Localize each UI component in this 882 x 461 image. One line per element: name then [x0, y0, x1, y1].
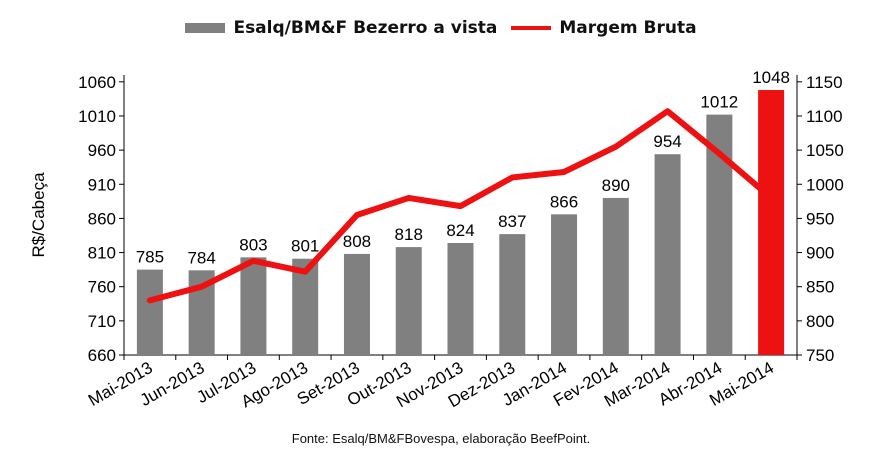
- bar-data-label: 785: [136, 248, 164, 267]
- y-tick-label: 810: [88, 244, 116, 263]
- bar-data-label: 784: [187, 248, 215, 267]
- y-tick-label: 710: [88, 312, 116, 331]
- legend-label-margem: Margem Bruta: [559, 18, 697, 38]
- y2-tick-label: 1050: [806, 141, 844, 160]
- bar-data-label: 824: [446, 221, 474, 240]
- bar: [602, 197, 629, 355]
- bar-data-label: 954: [653, 132, 681, 151]
- y2-tick-label: 750: [806, 346, 834, 365]
- bar: [654, 154, 681, 355]
- bar-data-label: 866: [550, 192, 578, 211]
- y2-tick-label: 1100: [806, 107, 843, 126]
- y-tick-label: 760: [88, 278, 116, 297]
- bar: [240, 257, 267, 355]
- bar: [447, 243, 474, 355]
- bar-data-label: 818: [395, 225, 423, 244]
- bar-data-label: 1012: [700, 93, 738, 112]
- bar: [343, 253, 370, 355]
- bar-data-label: 801: [291, 237, 319, 256]
- y2-tick-label: 800: [806, 312, 834, 331]
- y-tick-label: 1010: [78, 107, 116, 126]
- y-axis-title: R$/Cabeça: [29, 172, 48, 258]
- bar-data-label: 837: [498, 212, 526, 231]
- y-tick-label: 1060: [78, 73, 116, 92]
- legend-item-bezerro: Esalq/BM&F Bezerro a vista: [185, 18, 497, 38]
- bar: [758, 90, 785, 356]
- margem-bruta-line: [146, 108, 775, 304]
- bar: [499, 234, 526, 355]
- y-tick-label: 860: [88, 209, 116, 228]
- bar-data-label: 803: [239, 235, 267, 254]
- bar-data-label: 890: [602, 176, 630, 195]
- y-tick-label: 960: [88, 141, 116, 160]
- bar: [395, 247, 422, 355]
- legend-label-bezerro: Esalq/BM&F Bezerro a vista: [233, 18, 498, 38]
- legend: Esalq/BM&F Bezerro a vista Margem Bruta: [0, 18, 882, 38]
- legend-bar-swatch: [185, 23, 226, 33]
- source-note: Fonte: Esalq/BM&FBovespa, elaboração Bee…: [291, 431, 591, 446]
- y2-tick-label: 1000: [806, 175, 844, 194]
- y2-tick-label: 950: [806, 209, 834, 228]
- legend-line-swatch: [511, 26, 552, 30]
- bar-data-label: 1048: [752, 68, 790, 87]
- y2-tick-label: 900: [806, 244, 834, 263]
- legend-item-margem: Margem Bruta: [511, 18, 697, 38]
- y2-tick-label: 1150: [806, 73, 843, 92]
- bar: [551, 214, 578, 355]
- bar: [136, 269, 163, 355]
- y-tick-label: 910: [88, 175, 116, 194]
- bar: [292, 258, 319, 355]
- y2-tick-label: 850: [806, 278, 834, 297]
- y-tick-label: 660: [88, 346, 116, 365]
- bar-data-label: 808: [343, 232, 371, 251]
